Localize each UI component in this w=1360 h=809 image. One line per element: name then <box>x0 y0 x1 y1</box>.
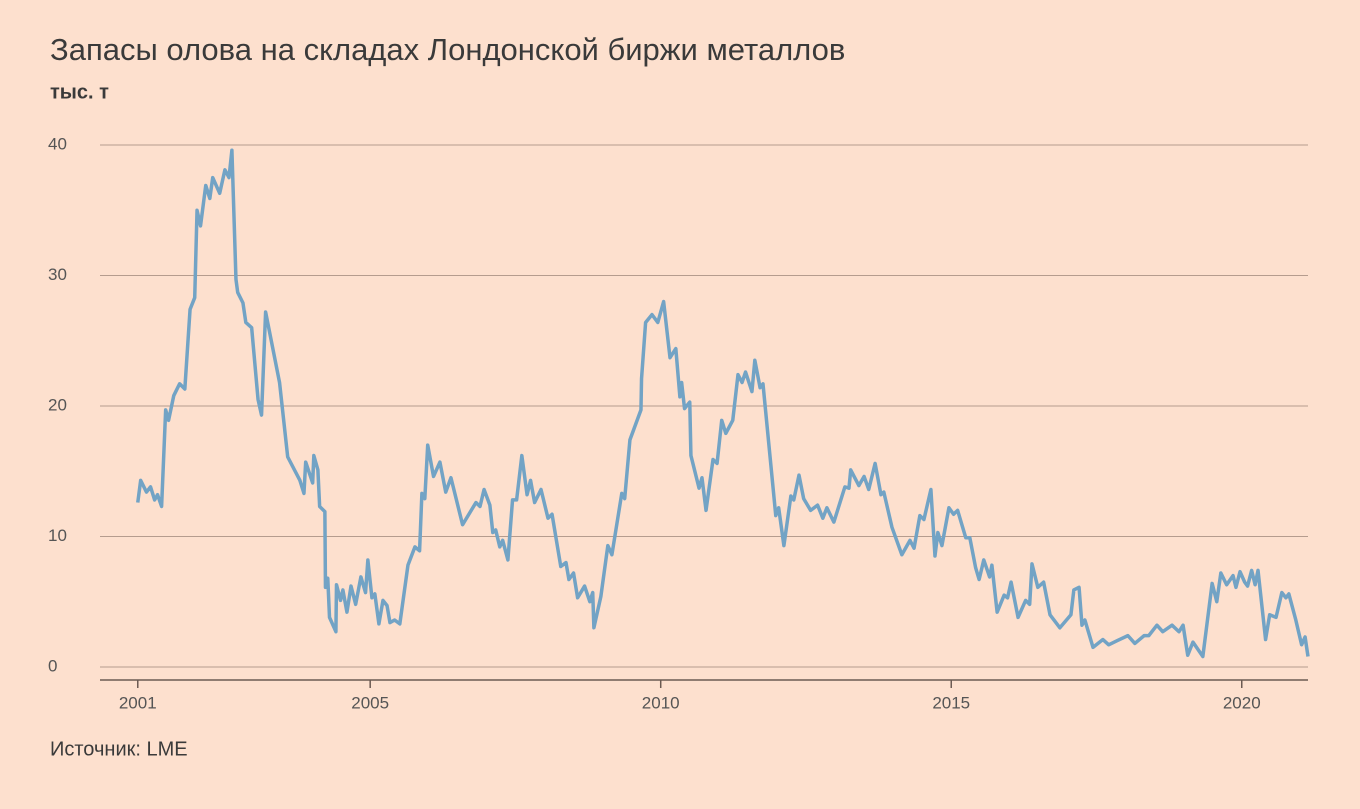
chart-subtitle: тыс. т <box>50 81 109 103</box>
x-tick-label: 2001 <box>119 693 157 712</box>
y-tick-label: 10 <box>48 526 67 545</box>
x-tick-label: 2005 <box>351 693 389 712</box>
series-line <box>136 148 1310 659</box>
chart-title: Запасы олова на складах Лондонской биржи… <box>50 32 845 67</box>
y-tick-label: 0 <box>48 656 57 675</box>
y-tick-label: 30 <box>48 265 67 284</box>
y-tick-label: 40 <box>48 134 67 153</box>
source: Источник: LME <box>50 738 188 760</box>
y-tick-label: 20 <box>48 395 67 414</box>
x-tick-label: 2010 <box>642 693 680 712</box>
x-tick-label: 2015 <box>932 693 970 712</box>
x-tick-label: 2020 <box>1223 693 1261 712</box>
